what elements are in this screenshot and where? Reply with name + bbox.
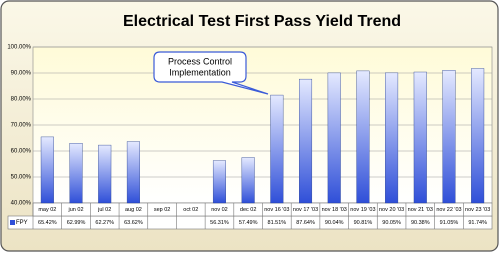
annotation: Process Control bbox=[168, 56, 232, 66]
x-tick-label: oct 02 bbox=[183, 207, 198, 213]
x-tick-label: nov 17 '03 bbox=[293, 207, 318, 213]
value-label: 62.27% bbox=[95, 220, 114, 226]
bar bbox=[471, 68, 485, 204]
x-tick-label: nov 21 '03 bbox=[408, 207, 433, 213]
bar bbox=[241, 157, 255, 204]
bar bbox=[327, 72, 341, 204]
x-tick-label: aug 02 bbox=[125, 207, 142, 213]
value-label: 91.74% bbox=[468, 220, 487, 226]
y-tick-label: 60.00% bbox=[11, 149, 32, 155]
value-label: 90.05% bbox=[382, 220, 401, 226]
value-label: 65.42% bbox=[38, 220, 57, 226]
value-label: 81.51% bbox=[268, 220, 287, 226]
chart-title: Electrical Test First Pass Yield Trend bbox=[123, 13, 401, 30]
bar bbox=[385, 72, 399, 204]
y-tick-label: 40.00% bbox=[11, 201, 32, 207]
x-tick-label: nov 19 '03 bbox=[350, 207, 375, 213]
x-tick-label: nov 23 '03 bbox=[465, 207, 490, 213]
bar bbox=[212, 160, 226, 204]
x-tick-label: jul 02 bbox=[97, 207, 111, 213]
x-tick-label: nov 22 '03 bbox=[436, 207, 461, 213]
x-tick-label: nov 20 '03 bbox=[379, 207, 404, 213]
x-tick-label: sep 02 bbox=[154, 207, 171, 213]
legend-label: FPY bbox=[16, 220, 28, 226]
x-tick-label: may 02 bbox=[38, 207, 56, 213]
bar bbox=[98, 144, 112, 204]
y-tick-label: 80.00% bbox=[11, 97, 32, 103]
x-tick-label: nov 16 '03 bbox=[264, 207, 289, 213]
value-label: 91.05% bbox=[440, 220, 459, 226]
value-label: 63.62% bbox=[124, 220, 143, 226]
bar bbox=[126, 141, 140, 204]
value-label: 90.81% bbox=[354, 220, 373, 226]
y-tick-label: 90.00% bbox=[11, 71, 32, 77]
value-label: 87.64% bbox=[296, 220, 315, 226]
value-label: 56.31% bbox=[210, 220, 229, 226]
x-tick-label: nov 18 '03 bbox=[322, 207, 347, 213]
bar bbox=[413, 71, 427, 204]
x-tick-label: dec 02 bbox=[240, 207, 257, 213]
bar bbox=[40, 136, 54, 204]
bar bbox=[356, 70, 370, 204]
annotation: Implementation bbox=[169, 67, 231, 77]
x-tick-label: nov 02 bbox=[211, 207, 228, 213]
x-tick-label: jun 02 bbox=[68, 207, 84, 213]
callout bbox=[153, 51, 269, 95]
value-label: 90.38% bbox=[411, 220, 430, 226]
bar bbox=[299, 78, 313, 204]
legend-swatch bbox=[10, 220, 15, 225]
value-label: 90.04% bbox=[325, 220, 344, 226]
bar bbox=[270, 94, 284, 204]
y-tick-label: 70.00% bbox=[11, 123, 32, 129]
y-tick-label: 100.00% bbox=[7, 45, 31, 51]
bar bbox=[69, 143, 83, 204]
value-label: 62.99% bbox=[67, 220, 86, 226]
bar bbox=[442, 70, 456, 204]
y-tick-label: 50.00% bbox=[11, 175, 32, 181]
marks: 40.00% 50.00% 60.00% 70.00% 80.00% 90.00% 100.… bbox=[7, 45, 493, 230]
value-label: 57.49% bbox=[239, 220, 258, 226]
